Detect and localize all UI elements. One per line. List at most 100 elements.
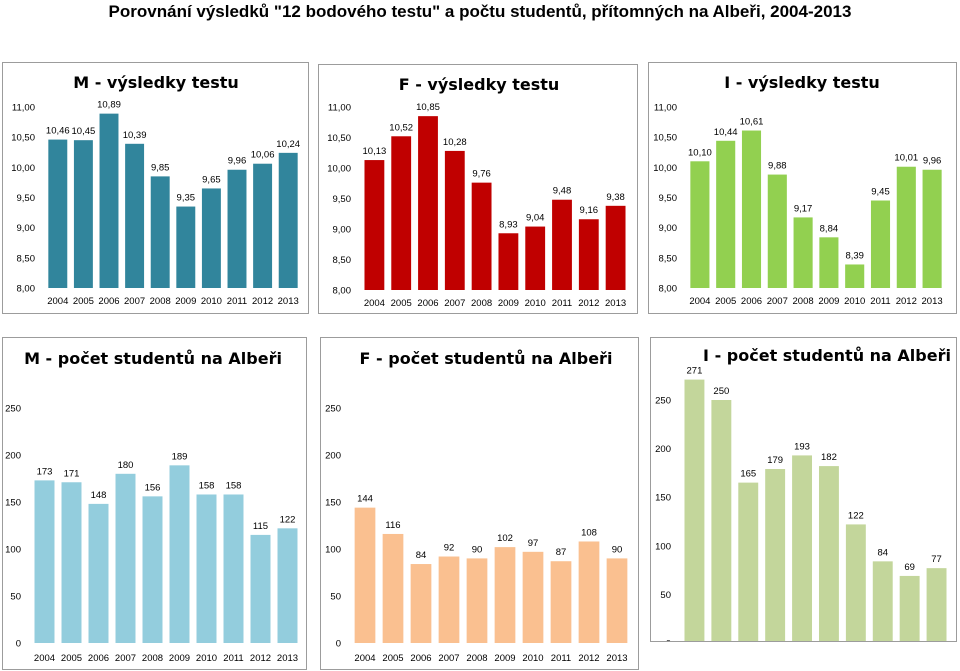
- x-tick-label: 2013: [606, 653, 627, 664]
- bar-2008: [793, 217, 813, 288]
- data-label: 116: [385, 520, 400, 531]
- chart-title: I - výsledky testu: [724, 73, 880, 92]
- data-label: 8,39: [845, 250, 864, 261]
- y-tick-label: 50: [660, 590, 671, 601]
- bar-2010: [522, 551, 544, 643]
- bar-2010: [845, 524, 866, 641]
- data-label: 10,28: [443, 137, 467, 148]
- x-tick-label: 2008: [142, 653, 163, 664]
- y-tick-label: 10,00: [327, 164, 351, 175]
- data-label: 9,17: [794, 203, 813, 214]
- y-tick-label: 8,00: [17, 284, 36, 295]
- bar-2006: [410, 564, 432, 643]
- data-label: 9,76: [472, 169, 491, 180]
- bar-2007: [767, 174, 787, 288]
- x-tick-label: 2011: [552, 298, 572, 309]
- x-tick-label: 2008: [466, 653, 487, 664]
- data-label: 108: [581, 527, 597, 538]
- bar-2009: [169, 465, 190, 643]
- data-label: 158: [226, 480, 242, 491]
- bar-2008: [471, 182, 492, 290]
- bar-2009: [819, 237, 839, 288]
- chart-m-test-results: M - výsledky testu 8,00 8,50 9,00 9,50 10,00 1…: [2, 62, 309, 314]
- y-tick-label: 10,00: [11, 163, 35, 174]
- bar-2007: [125, 143, 145, 288]
- data-label: 148: [91, 490, 107, 501]
- chart-svg: I - výsledky testu 8,00 8,50 9,00 9,50 10,00 1…: [653, 73, 943, 307]
- y-tick-label: 8,00: [659, 284, 678, 295]
- data-label: 182: [821, 452, 837, 463]
- data-label: 10,13: [363, 146, 387, 157]
- bar-2010: [845, 264, 865, 288]
- bar-2006: [418, 116, 438, 291]
- y-tick-label: 8,50: [17, 253, 36, 264]
- data-label: 189: [172, 451, 188, 462]
- data-label: 180: [118, 460, 134, 471]
- chart-svg: M - počet studentů na Albeři 0 50 100 150 200…: [5, 349, 298, 664]
- data-label: 97: [528, 538, 539, 549]
- bar-2004: [48, 139, 68, 288]
- x-tick-label: 2013: [922, 296, 943, 307]
- x-tick-label: 2005: [73, 296, 94, 307]
- bar-2007: [115, 473, 136, 643]
- y-tick-label: 8,50: [333, 255, 352, 266]
- data-label: 9,35: [177, 193, 196, 204]
- y-tick-label: 9,00: [333, 225, 352, 236]
- data-label: 9,16: [580, 205, 599, 216]
- x-tick-label: 2011: [227, 296, 247, 307]
- data-label: 9,96: [923, 156, 942, 167]
- bar-2004: [364, 160, 385, 290]
- x-tick-label: 2006: [88, 653, 109, 664]
- data-label: 8,93: [499, 219, 518, 230]
- x-tick-label: 2007: [444, 298, 465, 309]
- bar-2008: [466, 558, 488, 643]
- chart-svg: F - počet studentů na Albeři 0 50 100 150 200…: [325, 349, 627, 664]
- x-tick-label: 2007: [115, 653, 136, 664]
- y-tick-label: 9,50: [17, 193, 36, 204]
- bar-2011: [227, 169, 247, 288]
- data-label: 90: [472, 544, 483, 555]
- data-label: 10,06: [251, 150, 275, 161]
- data-label: 158: [199, 480, 215, 491]
- y-tick-label: 0: [666, 639, 671, 643]
- chart-title: M - výsledky testu: [73, 73, 239, 92]
- data-label: 10,85: [416, 102, 440, 113]
- chart-svg: F - výsledky testu 8,00 8,50 9,00 9,50 10,00 1…: [327, 75, 626, 309]
- x-tick-label: 2013: [278, 296, 299, 307]
- chart-f-test-results: F - výsledky testu 8,00 8,50 9,00 9,50 10,00 1…: [318, 64, 638, 314]
- x-tick-label: 2009: [498, 298, 519, 309]
- x-tick-label: 2007: [124, 296, 145, 307]
- bar-2012: [250, 534, 271, 643]
- bar-2009: [176, 206, 196, 288]
- x-tick-label: 2012: [250, 653, 271, 664]
- x-tick-label: 2009: [818, 296, 839, 307]
- x-tick-label: 2009: [175, 296, 196, 307]
- y-tick-label: 50: [330, 592, 341, 603]
- data-label: 10,01: [894, 153, 918, 164]
- bar-2005: [73, 140, 93, 288]
- bar-2013: [277, 528, 298, 643]
- x-tick-label: 2004: [364, 298, 385, 309]
- bar-2011: [223, 494, 244, 643]
- data-label: 10,52: [389, 122, 413, 133]
- x-tick-label: 2004: [34, 653, 55, 664]
- x-tick-label: 2008: [150, 296, 171, 307]
- y-tick-label: 250: [325, 404, 341, 415]
- bar-2005: [391, 136, 412, 290]
- data-label: 179: [767, 455, 783, 466]
- data-label: 122: [848, 510, 864, 521]
- bar-2012: [253, 163, 273, 288]
- data-label: 87: [556, 547, 567, 558]
- data-label: 69: [904, 562, 915, 573]
- bar-2010: [201, 188, 221, 288]
- x-tick-label: 2010: [522, 653, 543, 664]
- x-tick-label: 2007: [767, 296, 788, 307]
- x-tick-label: 2005: [382, 653, 403, 664]
- bar-2009: [818, 466, 839, 641]
- bar-2006: [99, 113, 119, 289]
- data-label: 92: [444, 543, 455, 554]
- data-label: 9,88: [768, 161, 787, 172]
- y-tick-label: 10,50: [653, 133, 677, 144]
- y-tick-label: 11,00: [328, 103, 351, 114]
- x-tick-label: 2010: [201, 296, 222, 307]
